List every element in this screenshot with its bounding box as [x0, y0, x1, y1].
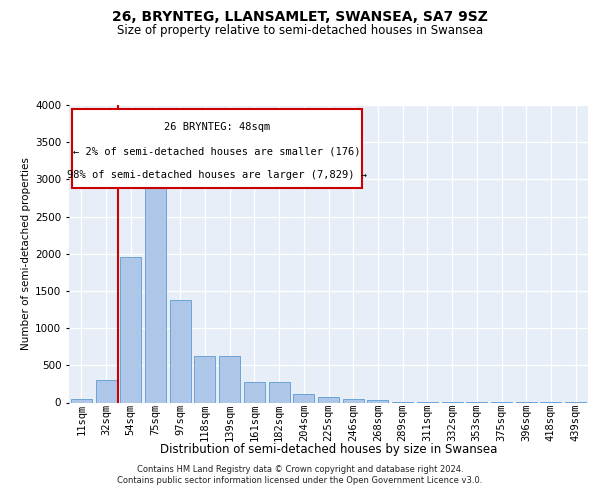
Bar: [269, 382, 290, 402]
Text: Size of property relative to semi-detached houses in Swansea: Size of property relative to semi-detach…: [117, 24, 483, 37]
Bar: [244, 382, 265, 402]
Bar: [343, 399, 364, 402]
Bar: [219, 356, 240, 403]
Bar: [318, 396, 339, 402]
Bar: [120, 256, 141, 402]
Bar: [170, 300, 191, 402]
Text: 98% of semi-detached houses are larger (7,829) →: 98% of semi-detached houses are larger (…: [67, 170, 367, 180]
Text: ← 2% of semi-detached houses are smaller (176): ← 2% of semi-detached houses are smaller…: [73, 146, 361, 156]
Bar: [71, 399, 92, 402]
Bar: [145, 168, 166, 402]
FancyBboxPatch shape: [71, 110, 362, 188]
Bar: [367, 400, 388, 402]
Text: Contains HM Land Registry data © Crown copyright and database right 2024.: Contains HM Land Registry data © Crown c…: [137, 465, 463, 474]
Text: 26, BRYNTEG, LLANSAMLET, SWANSEA, SA7 9SZ: 26, BRYNTEG, LLANSAMLET, SWANSEA, SA7 9S…: [112, 10, 488, 24]
Y-axis label: Number of semi-detached properties: Number of semi-detached properties: [21, 158, 31, 350]
Bar: [194, 356, 215, 403]
Bar: [293, 394, 314, 402]
Text: Distribution of semi-detached houses by size in Swansea: Distribution of semi-detached houses by …: [160, 442, 497, 456]
Text: 26 BRYNTEG: 48sqm: 26 BRYNTEG: 48sqm: [164, 122, 270, 132]
Bar: [95, 380, 116, 402]
Text: Contains public sector information licensed under the Open Government Licence v3: Contains public sector information licen…: [118, 476, 482, 485]
